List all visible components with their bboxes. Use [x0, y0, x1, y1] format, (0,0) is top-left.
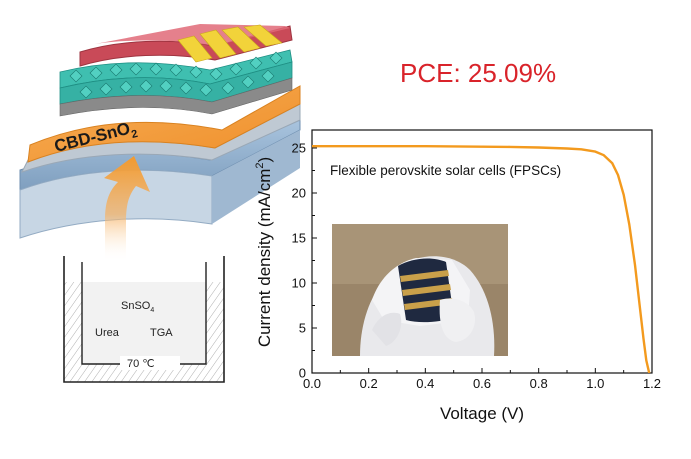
svg-text:SnSO4: SnSO4	[121, 300, 154, 314]
y-axis-label-sup: 2	[254, 163, 266, 169]
beaker-outer	[63, 256, 225, 383]
bath-compound-sub: 4	[150, 307, 154, 314]
perovskite-crystal-layer	[59, 49, 293, 117]
bath-compound: SnSO	[121, 300, 151, 312]
y-tick-label: 15	[292, 231, 306, 246]
device-photo	[332, 224, 508, 356]
x-tick-label: 0.2	[360, 376, 378, 391]
jv-chart: 0.0 0.2 0.4 0.6 0.8 1.0 1.2 0 5 10 15 20 25 Flexible…	[254, 129, 661, 423]
bath-temperature: 70 ℃	[127, 358, 155, 370]
y-tick-label: 10	[292, 276, 306, 291]
y-tick-label: 0	[299, 366, 306, 381]
y-axis-label-main: Current density (mA/cm	[255, 169, 274, 348]
bath-reagent-b: TGA	[150, 327, 173, 339]
jv-curve-0	[312, 145, 651, 373]
y-tick-label: 20	[292, 186, 306, 201]
x-tick-label: 0.4	[416, 376, 434, 391]
x-tick-label: 1.2	[643, 376, 661, 391]
chart-annotation: Flexible perovskite solar cells (FPSCs)	[330, 163, 561, 178]
x-axis-label: Voltage (V)	[440, 404, 524, 423]
top-plate-face	[95, 24, 290, 46]
y-axis-label: Current density (mA/cm2)	[254, 157, 274, 347]
bath-reagent-a: Urea	[95, 327, 120, 339]
sno2-film	[27, 85, 301, 163]
device-schematic: CBD-SnO2 SnSO4 Urea TGA 70 ℃	[19, 24, 301, 383]
y-tick-label: 5	[299, 321, 306, 336]
series-layer	[312, 145, 651, 373]
x-tick-label: 0.8	[530, 376, 548, 391]
chemical-bath: SnSO4 Urea TGA 70 ℃	[63, 256, 225, 383]
gold-electrodes	[177, 24, 283, 63]
x-tick-label: 1.0	[586, 376, 604, 391]
y-tick-label: 25	[292, 141, 306, 156]
pce-headline: PCE: 25.09%	[400, 58, 557, 88]
deposition-arrow	[104, 156, 150, 262]
x-tick-label: 0.0	[303, 376, 321, 391]
x-tick-label: 0.6	[473, 376, 491, 391]
film-label-sub: 2	[130, 128, 139, 141]
axes: 0.0 0.2 0.4 0.6 0.8 1.0 1.2 0 5 10 15 20 25	[292, 129, 661, 391]
substrate-side	[212, 130, 300, 224]
y-axis-label-tail: )	[255, 157, 274, 163]
